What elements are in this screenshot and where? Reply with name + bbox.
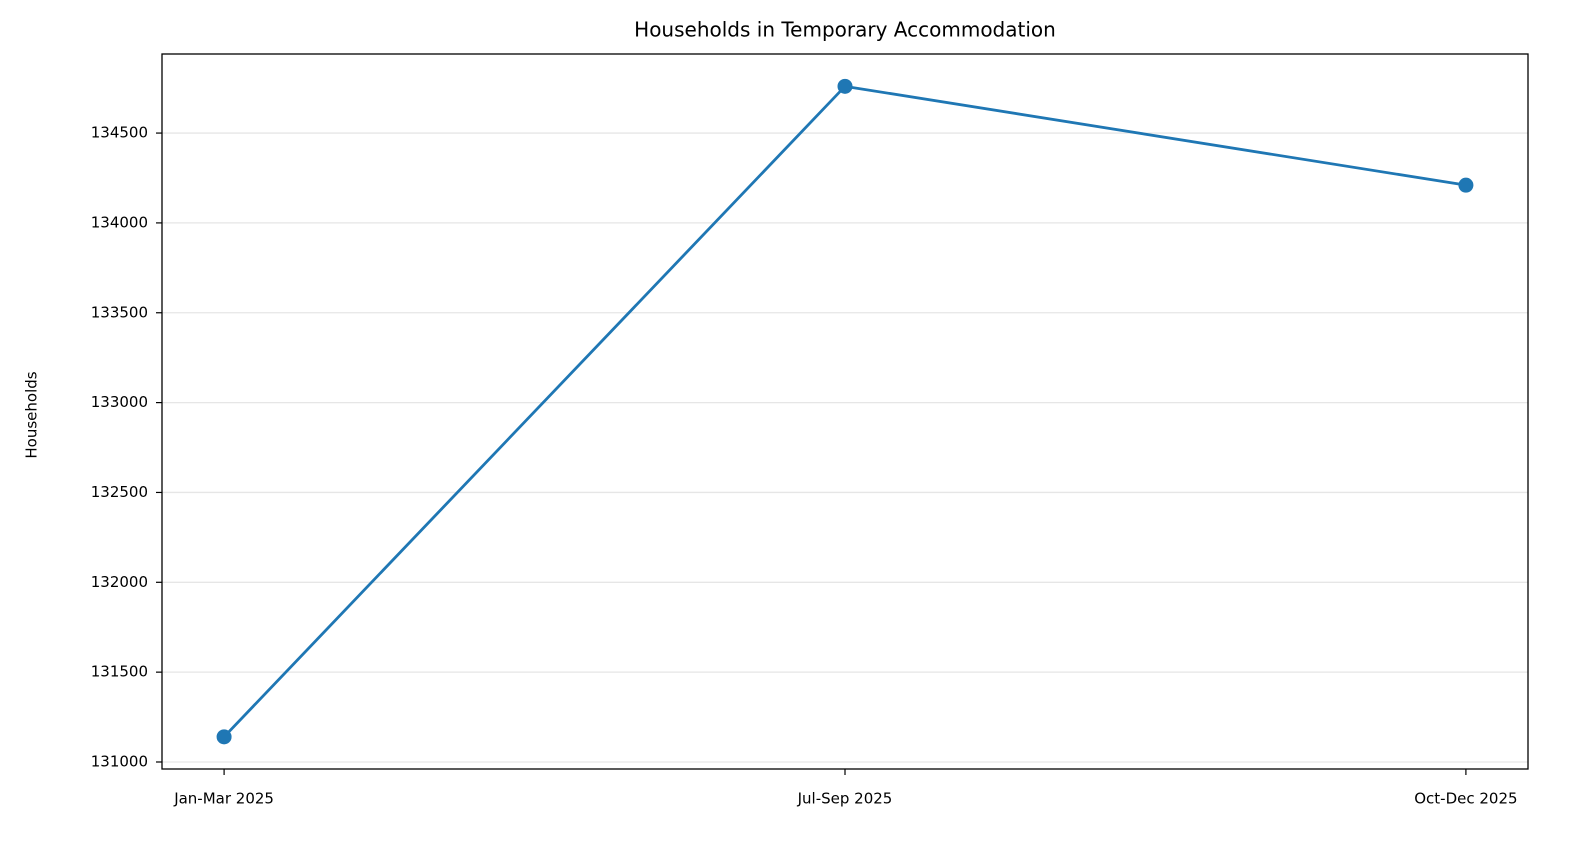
y-tick-label: 132000 <box>91 573 148 591</box>
x-tick-label: Jul-Sep 2025 <box>797 790 893 808</box>
y-tick-label: 131500 <box>91 663 148 681</box>
y-tick-label: 134000 <box>91 213 148 231</box>
x-tick-label: Oct-Dec 2025 <box>1414 790 1517 808</box>
grid <box>162 132 1528 763</box>
chart-title: Households in Temporary Accommodation <box>634 18 1056 42</box>
y-axis-label: Households <box>23 371 41 458</box>
x-tick-label: Jan-Mar 2025 <box>173 790 274 808</box>
marker <box>216 729 232 745</box>
y-tick-label: 132500 <box>91 483 148 501</box>
marks <box>216 78 1474 745</box>
y-tick-label: 133500 <box>91 303 148 321</box>
marker <box>1458 177 1474 193</box>
y-tick-label: 131000 <box>91 752 148 770</box>
y-tick-label: 133000 <box>91 393 148 411</box>
y-tick-label: 134500 <box>91 124 148 142</box>
marker <box>837 78 853 94</box>
